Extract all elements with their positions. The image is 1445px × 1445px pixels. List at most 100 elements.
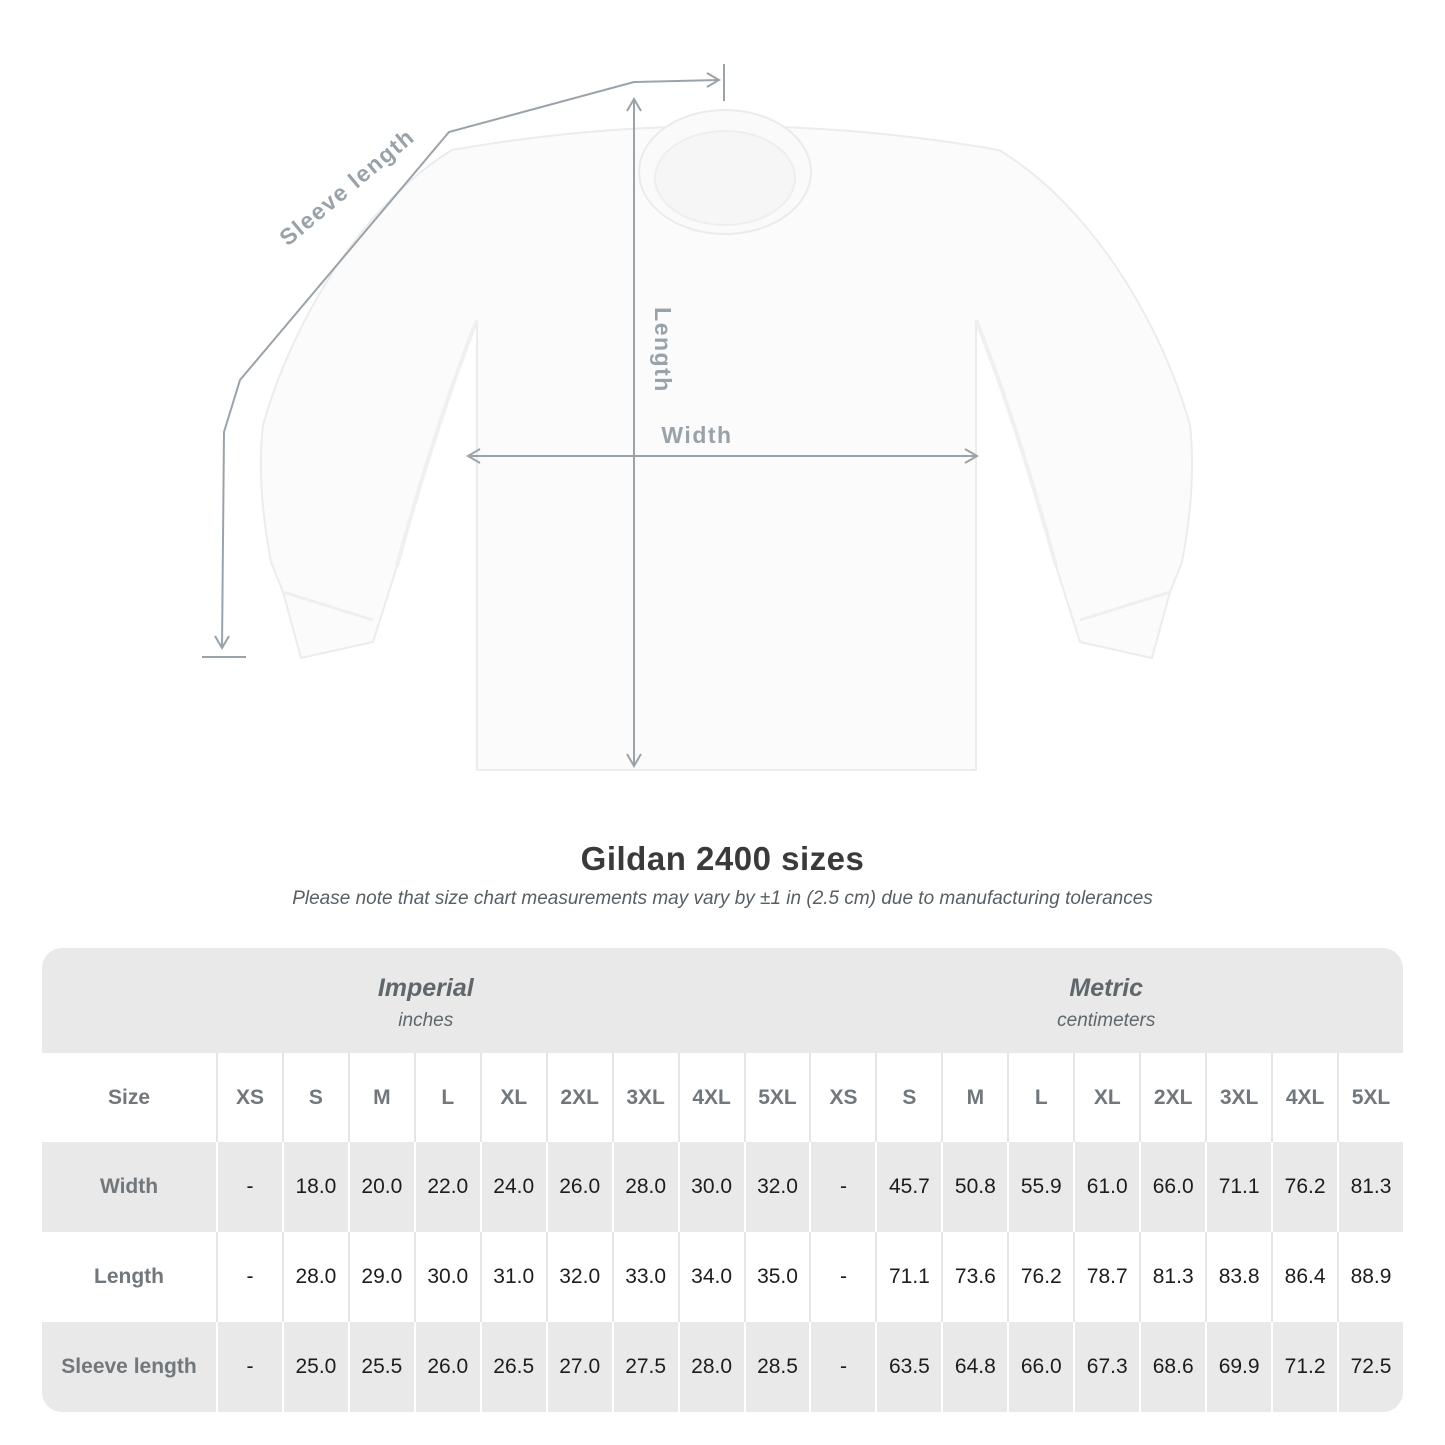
row-label: Sleeve length <box>61 1355 197 1378</box>
value-cell: 68.6 <box>1139 1322 1205 1412</box>
size-col-header: Size <box>107 1085 151 1109</box>
value-cell: 64.8 <box>941 1322 1007 1412</box>
length-label: Length <box>650 307 676 393</box>
size-header-cell: S <box>875 1053 941 1142</box>
measurement-row: Length -28.0 29.0 30.0 31.0 32.0 33.0 34.0 35.0-… <box>42 1232 1403 1322</box>
value-cell: 83.8 <box>1205 1232 1271 1322</box>
size-header-cell: 2XL <box>1139 1053 1205 1142</box>
value-cell: 27.0 <box>545 1322 612 1412</box>
page-subtitle: Please note that size chart measurements… <box>292 888 1153 909</box>
unit-system-name: Metric <box>1069 973 1144 1002</box>
unit-header-imperial: Imperial inches <box>42 948 810 1053</box>
value-cell: - <box>216 1322 282 1412</box>
size-header-cell: 5XL <box>1337 1053 1403 1142</box>
value-cell: - <box>216 1232 282 1322</box>
value-cell: 78.7 <box>1073 1232 1139 1322</box>
value-cell: 76.2 <box>1007 1232 1073 1322</box>
width-arrow <box>466 448 979 464</box>
size-header-cell: M <box>347 1053 414 1142</box>
shirt-measurement-diagram: Sleeve length Length Width <box>202 64 1193 771</box>
value-cell: 27.5 <box>611 1322 678 1412</box>
size-header-cell: 2XL <box>545 1053 612 1142</box>
value-cell: 28.0 <box>611 1142 678 1232</box>
length-arrow <box>626 97 642 768</box>
size-header-cell: 5XL <box>743 1053 810 1142</box>
value-cell: 33.0 <box>611 1232 678 1322</box>
value-cell: 26.0 <box>545 1142 612 1232</box>
value-cell: 25.0 <box>281 1322 348 1412</box>
size-header-cell: 3XL <box>1205 1053 1271 1142</box>
value-cell: 55.9 <box>1007 1142 1073 1232</box>
value-cell: - <box>809 1232 875 1322</box>
sleeve-length-arrow <box>202 64 725 658</box>
value-cell: 45.7 <box>875 1142 941 1232</box>
value-cell: 20.0 <box>347 1142 414 1232</box>
value-cell: 32.0 <box>545 1232 612 1322</box>
value-cell: 71.2 <box>1271 1322 1337 1412</box>
value-cell: 28.0 <box>281 1232 348 1322</box>
row-label: Length <box>94 1265 164 1288</box>
size-header-cell: L <box>413 1053 480 1142</box>
size-header-cell: M <box>941 1053 1007 1142</box>
value-cell: 26.0 <box>413 1322 480 1412</box>
value-cell: - <box>216 1142 282 1232</box>
value-cell: 34.0 <box>677 1232 744 1322</box>
value-cell: 66.0 <box>1007 1322 1073 1412</box>
value-cell: 86.4 <box>1271 1232 1337 1322</box>
value-cell: 63.5 <box>875 1322 941 1412</box>
row-label: Width <box>99 1175 159 1198</box>
shirt-graphic <box>260 109 1193 771</box>
size-header-cell: XS <box>216 1053 282 1142</box>
width-label: Width <box>661 422 732 448</box>
value-cell: 29.0 <box>347 1232 414 1322</box>
value-cell: 18.0 <box>281 1142 348 1232</box>
value-cell: 73.6 <box>941 1232 1007 1322</box>
unit-system-name: Imperial <box>377 973 474 1002</box>
value-cell: - <box>809 1322 875 1412</box>
page-title: Gildan 2400 sizes <box>580 840 865 877</box>
measurement-row: Sleeve length -25.0 25.5 26.0 26.5 27.0 27.5 28… <box>42 1322 1403 1412</box>
size-header-cell: XL <box>1073 1053 1139 1142</box>
value-cell: 28.5 <box>743 1322 810 1412</box>
value-cell: 35.0 <box>743 1232 810 1322</box>
value-cell: 81.3 <box>1139 1232 1205 1322</box>
unit-system-unit: centimeters <box>1057 1009 1156 1031</box>
value-cell: 66.0 <box>1139 1142 1205 1232</box>
value-cell: 24.0 <box>479 1142 546 1232</box>
size-header-cell: S <box>281 1053 348 1142</box>
title-block: Gildan 2400 sizes Please note that size … <box>0 840 1445 910</box>
size-table: Imperial inches Metric centimeters Size XS S M L… <box>42 948 1403 1412</box>
value-cell: 81.3 <box>1337 1142 1403 1232</box>
size-header-row: Size XS S M L XL 2XL 3XL 4XL 5XL XS S M L XL 2XL 3XL 4XL 5… <box>42 1053 1403 1142</box>
size-header-cell: 3XL <box>611 1053 678 1142</box>
value-cell: 22.0 <box>413 1142 480 1232</box>
value-cell: 67.3 <box>1073 1322 1139 1412</box>
value-cell: 30.0 <box>413 1232 480 1322</box>
value-cell: 32.0 <box>743 1142 810 1232</box>
value-cell: 72.5 <box>1337 1322 1403 1412</box>
size-header-cell: 4XL <box>677 1053 744 1142</box>
size-header-cell: XL <box>479 1053 546 1142</box>
size-header-cell: 4XL <box>1271 1053 1337 1142</box>
value-cell: 71.1 <box>1205 1142 1271 1232</box>
value-cell: 88.9 <box>1337 1232 1403 1322</box>
value-cell: - <box>809 1142 875 1232</box>
measurement-row: Width -18.0 20.0 22.0 24.0 26.0 28.0 30.0 32.0-4… <box>42 1142 1403 1232</box>
shirt-diagram-svg: Sleeve length Length Width <box>202 64 1193 771</box>
value-cell: 76.2 <box>1271 1142 1337 1232</box>
unit-system-unit: inches <box>398 1009 454 1031</box>
value-cell: 26.5 <box>479 1322 546 1412</box>
unit-header-metric: Metric centimeters <box>810 948 1404 1053</box>
value-cell: 28.0 <box>677 1322 744 1412</box>
value-cell: 69.9 <box>1205 1322 1271 1412</box>
size-header-cell: L <box>1007 1053 1073 1142</box>
value-cell: 61.0 <box>1073 1142 1139 1232</box>
value-cell: 31.0 <box>479 1232 546 1322</box>
collar-inner <box>654 130 796 226</box>
value-cell: 71.1 <box>875 1232 941 1322</box>
value-cell: 30.0 <box>677 1142 744 1232</box>
unit-header-band: Imperial inches Metric centimeters <box>42 948 1403 1053</box>
value-cell: 50.8 <box>941 1142 1007 1232</box>
value-cell: 25.5 <box>347 1322 414 1412</box>
